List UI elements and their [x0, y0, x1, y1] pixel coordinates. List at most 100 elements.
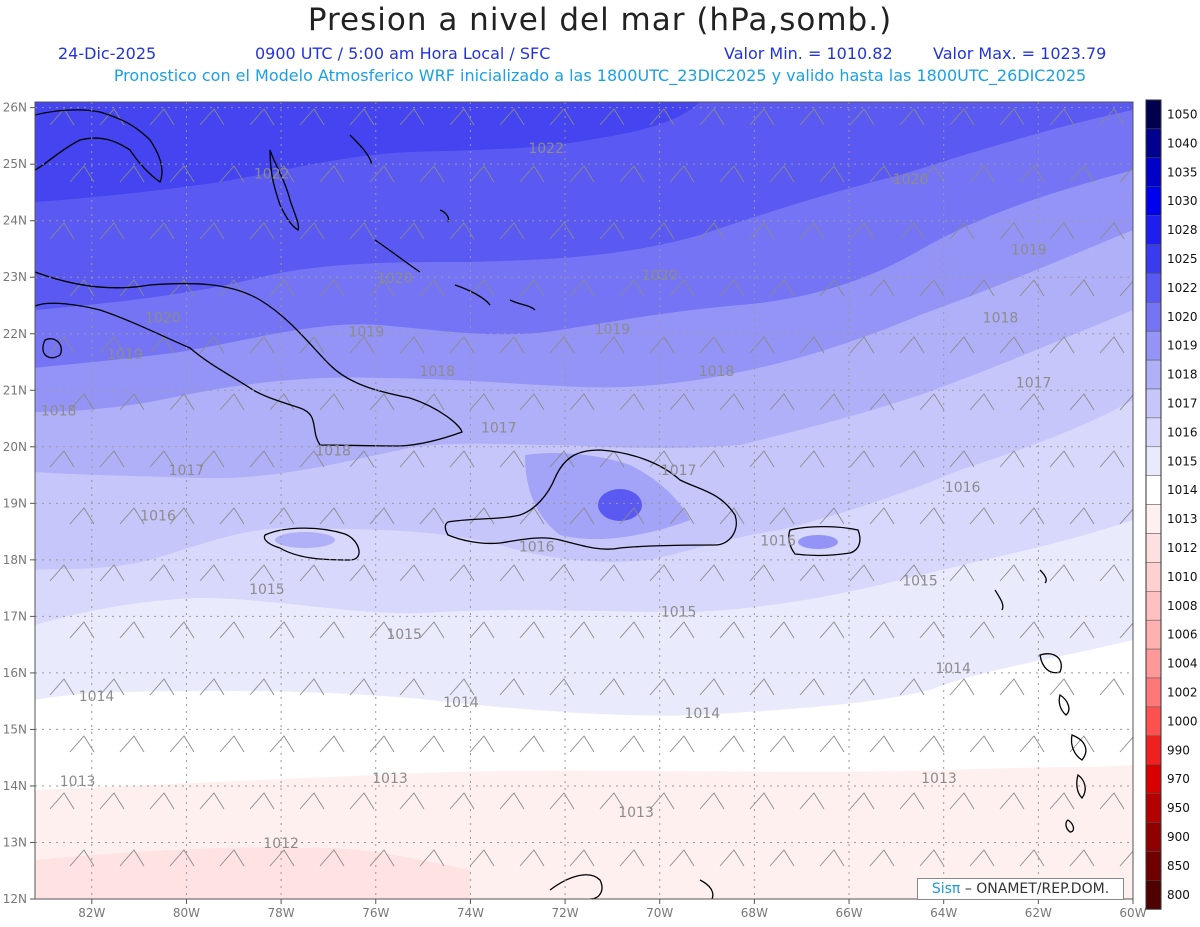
wind-barb — [999, 336, 1025, 354]
lat-label: 20N — [3, 440, 27, 454]
wind-barb — [919, 165, 945, 183]
value-min: Valor Min. = 1010.82 — [724, 44, 893, 63]
isobar-label: 1022 — [254, 166, 290, 182]
wind-barb — [769, 279, 795, 297]
lat-label: 16N — [3, 666, 27, 680]
isobar-label: 1016 — [760, 534, 796, 550]
wind-barb — [949, 450, 975, 468]
wind-barb — [469, 735, 495, 753]
wind-barb — [649, 792, 675, 810]
isobar-label: 1020 — [377, 271, 413, 287]
wind-barb — [519, 735, 545, 753]
colorbar-label: 1002 — [1167, 685, 1198, 699]
wind-barb — [919, 279, 945, 297]
wind-barb — [469, 621, 495, 639]
wind-barb — [819, 393, 845, 411]
axis-labels: 82W 80W 78W 76W 74W 72W 70W 68W 66W 64W 62W 60W 26N 2… — [3, 101, 1147, 920]
colorbar-swatch — [1145, 562, 1162, 592]
wind-barb — [519, 393, 545, 411]
credit-box: Sisπ – ONAMET/REP.DOM. — [917, 878, 1124, 900]
wind-barb — [99, 564, 125, 582]
wind-barb — [619, 393, 645, 411]
colorbar-swatch — [1145, 706, 1162, 737]
wind-barb — [1099, 108, 1125, 126]
wind-barb — [699, 678, 725, 696]
wind-barb — [319, 621, 345, 639]
wind-barb — [649, 450, 675, 468]
colorbar-swatch — [1145, 128, 1162, 159]
isobar-label: 1015 — [661, 604, 697, 620]
wind-barb — [849, 678, 875, 696]
wind-barb — [149, 792, 175, 810]
wind-barb — [969, 735, 995, 753]
lat-label: 14N — [3, 779, 27, 793]
wind-barb — [619, 165, 645, 183]
wind-barb — [319, 165, 345, 183]
isobar-label: 1018 — [419, 364, 455, 380]
wind-barb — [449, 108, 475, 126]
wind-barb — [69, 279, 95, 297]
wind-barb — [199, 564, 225, 582]
wind-barb — [819, 735, 845, 753]
wind-barb — [769, 621, 795, 639]
wind-barb — [399, 678, 425, 696]
wind-barb — [669, 849, 695, 867]
wind-barb — [899, 108, 925, 126]
wind-barb — [69, 507, 95, 525]
wind-barb — [149, 678, 175, 696]
colorbar-swatch — [1145, 417, 1162, 448]
wind-barb — [169, 849, 195, 867]
wind-barb — [619, 621, 645, 639]
colorbar-label: 1010 — [1167, 570, 1198, 584]
wind-barb — [369, 507, 395, 525]
wind-barb — [219, 849, 245, 867]
wind-barb — [799, 222, 825, 240]
wind-barb — [699, 222, 725, 240]
colorbar-label: 800 — [1167, 888, 1190, 902]
wind-barb — [1049, 336, 1075, 354]
isobar-label: 1012 — [263, 836, 299, 852]
colorbar-swatch — [1145, 735, 1162, 765]
isobar-label: 1016 — [519, 539, 555, 555]
isobar-label: 1017 — [1016, 375, 1052, 391]
wind-barb — [249, 564, 275, 582]
wind-barb — [249, 336, 275, 354]
wind-barb — [1099, 792, 1125, 810]
colorbar-swatch — [1145, 99, 1162, 130]
wind-barb — [799, 564, 825, 582]
wind-barb — [119, 849, 145, 867]
wind-barb — [719, 393, 745, 411]
wind-barb — [219, 735, 245, 753]
coastlines — [35, 109, 1087, 899]
wind-barb — [619, 735, 645, 753]
wind-barb — [819, 849, 845, 867]
wind-barb — [249, 222, 275, 240]
colorbar-swatch — [1145, 273, 1162, 303]
wind-barb — [469, 165, 495, 183]
colorbar-swatch — [1145, 244, 1162, 274]
colorbar-swatch — [1145, 475, 1162, 505]
wind-barb — [869, 621, 895, 639]
wind-barb — [299, 222, 325, 240]
lat-label: 12N — [3, 892, 27, 906]
wind-barb — [419, 279, 445, 297]
wind-barb — [769, 165, 795, 183]
isobar-label: 1020 — [893, 172, 929, 188]
wind-barb — [1049, 108, 1075, 126]
colorbar-swatch — [1145, 677, 1162, 708]
colorbar-label: 1025 — [1167, 252, 1198, 266]
wind-barb — [799, 678, 825, 696]
lon-label: 74W — [457, 906, 484, 920]
isobar-label: 1019 — [348, 325, 384, 341]
wind-barb — [49, 792, 75, 810]
isobar-label: 1019 — [107, 347, 143, 363]
wind-barb — [1069, 849, 1095, 867]
lon-label: 60W — [1119, 906, 1146, 920]
wind-barb — [149, 108, 175, 126]
wind-barb — [419, 393, 445, 411]
wind-barb — [849, 108, 875, 126]
wind-barb — [169, 735, 195, 753]
wind-barb — [119, 279, 145, 297]
wind-barb — [749, 108, 775, 126]
wind-barb — [819, 507, 845, 525]
